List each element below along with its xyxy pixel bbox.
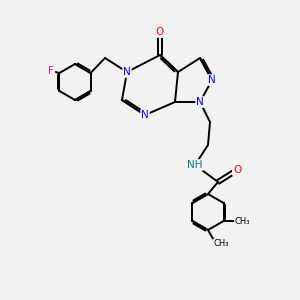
- Text: NH: NH: [187, 160, 203, 170]
- Text: N: N: [123, 67, 131, 77]
- Text: O: O: [156, 27, 164, 37]
- Text: N: N: [196, 97, 204, 107]
- Text: CH₃: CH₃: [213, 239, 229, 248]
- Text: N: N: [141, 110, 149, 120]
- Text: F: F: [49, 66, 54, 76]
- Text: CH₃: CH₃: [235, 217, 250, 226]
- Text: O: O: [233, 165, 241, 175]
- Text: N: N: [208, 75, 216, 85]
